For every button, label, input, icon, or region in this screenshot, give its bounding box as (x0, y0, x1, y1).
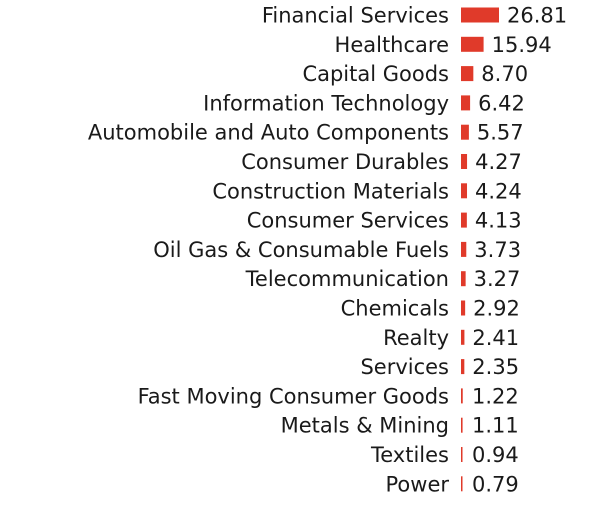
bar-1 (461, 7, 499, 23)
bar-9 (461, 241, 467, 257)
value-label: 3.27 (474, 267, 521, 291)
category-label: Construction Materials (212, 179, 449, 203)
category-label: Power (386, 472, 450, 496)
category-label: Oil Gas & Consumable Fuels (153, 238, 449, 262)
bar-6 (461, 154, 468, 169)
category-label: Fast Moving Consumer Goods (138, 384, 449, 408)
category-label: Consumer Services (247, 209, 449, 233)
bar-11 (461, 300, 466, 316)
value-label: 0.79 (472, 472, 519, 496)
category-label: Metals & Mining (281, 414, 449, 438)
value-label: 2.35 (472, 355, 519, 379)
bar-2 (461, 36, 484, 52)
bar-7 (461, 183, 468, 199)
category-label: Chemicals (341, 297, 449, 321)
value-label: 3.73 (474, 238, 521, 262)
value-label: 4.24 (475, 179, 522, 203)
bar-13 (461, 359, 465, 375)
bar-3 (461, 66, 474, 82)
value-label: 0.94 (472, 443, 519, 467)
bar-8 (461, 212, 467, 228)
value-label: 4.13 (475, 209, 522, 233)
category-label: Capital Goods (302, 62, 449, 86)
bar-12 (461, 329, 465, 345)
value-label: 2.92 (473, 297, 520, 321)
bar-4 (461, 95, 471, 111)
category-label: Automobile and Auto Components (88, 121, 449, 145)
bar-16 (461, 447, 463, 462)
bar-17 (461, 476, 463, 492)
category-label: Healthcare (335, 33, 449, 57)
value-label: 1.22 (472, 384, 519, 408)
value-label: 1.11 (472, 414, 519, 438)
value-label: 2.41 (472, 326, 519, 350)
category-label: Information Technology (203, 91, 449, 115)
bar-15 (461, 417, 463, 433)
category-label: Financial Services (262, 4, 449, 28)
value-label: 5.57 (477, 121, 524, 145)
value-label: 4.27 (475, 150, 522, 174)
category-label: Services (360, 355, 449, 379)
bar-14 (461, 388, 463, 404)
category-label: Telecommunication (245, 267, 449, 291)
value-label: 8.70 (481, 62, 528, 86)
bar-5 (461, 124, 469, 140)
bars-layer (461, 7, 499, 492)
bar-10 (461, 271, 466, 287)
value-label: 15.94 (492, 33, 552, 57)
value-label: 26.81 (507, 4, 567, 28)
category-label: Consumer Durables (241, 150, 449, 174)
value-label: 6.42 (478, 91, 525, 115)
category-label: Textiles (370, 443, 449, 467)
category-label: Realty (383, 326, 449, 350)
labels-layer: Financial Services 26.81 Healthcare 15.94 Ca… (88, 4, 567, 497)
